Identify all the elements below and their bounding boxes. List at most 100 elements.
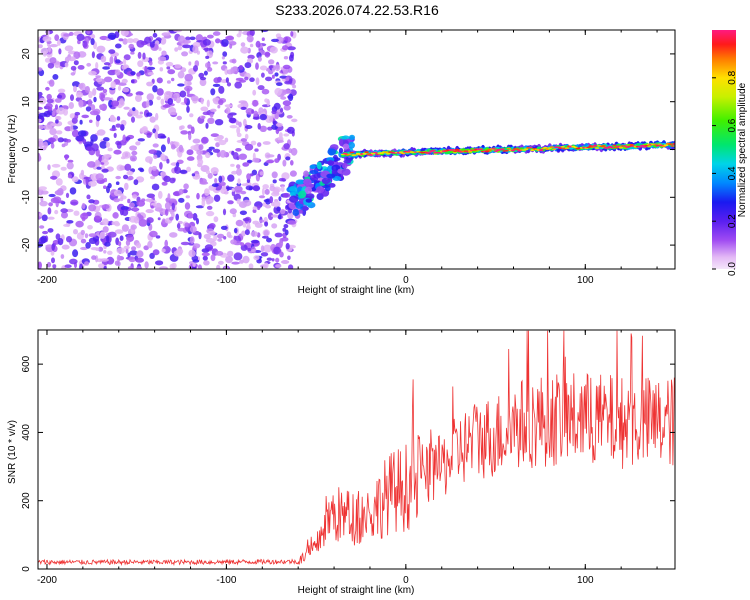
heatmap-cell [167,98,174,105]
heatmap-cell [290,160,294,166]
heatmap-cell [273,246,281,255]
heatmap-cell [274,72,279,77]
heatmap-cell [151,183,160,191]
heatmap-cell [156,88,164,96]
heatmap-cell [201,136,209,144]
heatmap-cell [41,214,48,222]
heatmap-cell [56,94,63,99]
heatmap-cell [169,263,175,269]
heatmap-cell [241,183,248,187]
heatmap-cell [38,44,43,49]
heatmap-cell [282,64,291,70]
heatmap-cell [79,263,84,269]
heatmap-cell [130,71,136,76]
heatmap-cell [226,82,232,87]
heatmap-cell [157,217,161,221]
heatmap-cell [215,250,224,256]
heatmap-cell [272,187,280,195]
heatmap-cell [510,149,516,152]
heatmap-cell [90,134,98,142]
heatmap-cell [87,99,93,107]
heatmap-cell [185,36,191,41]
heatmap-cell [353,154,359,156]
heatmap-cell [129,250,138,256]
heatmap-cell [160,153,166,161]
heatmap-cell [99,258,109,262]
colorbar-gradient [712,30,736,269]
heatmap-cell [275,122,283,127]
heatmap-cell [279,107,284,113]
heatmap-cell [229,208,237,215]
heatmap-cell [167,193,171,201]
heatmap-cell [102,226,109,233]
heatmap-cell [146,217,154,224]
heatmap-cell [55,119,59,124]
heatmap-cell [118,241,122,247]
heatmap-cell [249,30,255,37]
heatmap-cell [627,145,632,148]
heatmap-cell [267,212,274,221]
heatmap-cell [74,111,81,116]
heatmap-cell [383,151,389,154]
heatmap-cell [275,264,282,268]
heatmap-cell [169,177,176,184]
top-x-axis-label: Height of straight line (km) [298,285,415,296]
heatmap-cell [160,37,167,45]
heatmap-cell [38,91,43,97]
colorbar-tick-label: 0.8 [727,70,738,84]
heatmap-cell [231,170,238,175]
heatmap-cell [241,230,246,237]
snr-ticks [38,330,675,570]
heatmap-cell [67,56,77,62]
heatmap-cell [255,62,259,70]
heatmap-cell [538,149,544,151]
heatmap-cell [169,216,174,221]
heatmap-cell [245,125,253,129]
heatmap-cell [152,85,158,93]
heatmap-cell [265,204,271,209]
heatmap-cell [244,143,254,151]
heatmap-cell [282,100,292,106]
heatmap-cell [177,83,185,87]
heatmap-cell [125,239,131,246]
heatmap-cell [38,112,48,117]
heatmap-cell [195,34,204,42]
heatmap-cell [137,60,144,68]
heatmap-cell [182,44,191,49]
heatmap-cell [131,150,138,156]
heatmap-cell [331,169,338,175]
heatmap-cell [203,70,208,76]
spectrogram-heatmap [38,30,675,269]
top-xtick-label: 100 [577,275,594,286]
heatmap-cell [252,185,261,192]
heatmap-cell [89,119,93,124]
heatmap-cell [249,43,254,48]
heatmap-cell [364,151,369,153]
heatmap-cell [107,231,117,238]
heatmap-cell [638,146,643,148]
heatmap-cell [203,233,211,240]
heatmap-cell [149,60,153,66]
heatmap-cell [212,31,221,36]
heatmap-cell [159,67,164,72]
heatmap-cell [48,202,53,207]
heatmap-cell [95,77,103,83]
heatmap-cell [251,249,256,253]
heatmap-cell [229,43,233,49]
heatmap-cell [254,148,259,152]
heatmap-cell [271,171,278,179]
heatmap-cell [287,211,294,220]
heatmap-cell [146,93,154,101]
heatmap-cell [327,148,337,156]
heatmap-cell [55,178,63,186]
heatmap-cell [145,198,154,202]
heatmap-cell [82,138,87,145]
heatmap-cell [188,61,192,66]
heatmap-cell [109,56,114,65]
heatmap-cell [115,43,122,49]
heatmap-cell [65,192,70,198]
heatmap-cell [188,132,192,141]
heatmap-cell [123,54,131,61]
heatmap-cell [180,130,189,135]
colorbar: 0.0 0.2 0.4 0.6 0.8 Normalized spectral … [712,30,748,276]
